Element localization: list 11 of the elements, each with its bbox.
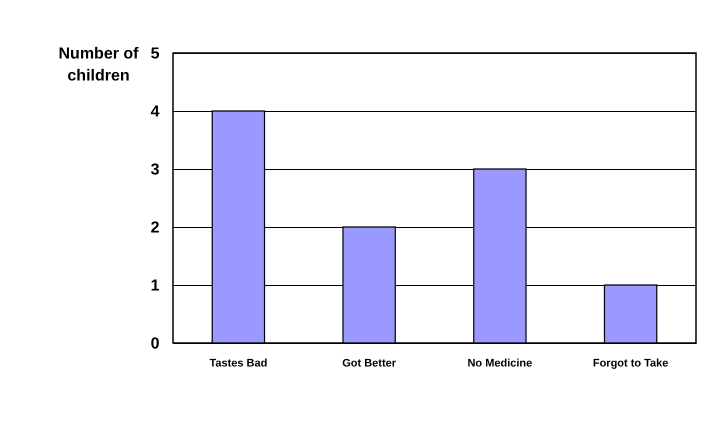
y-tick-label: 2 <box>150 220 160 236</box>
y-tick-label: 3 <box>150 162 160 178</box>
x-tick-label: Forgot to Take <box>592 358 668 370</box>
x-tick-label: No Medicine <box>467 358 532 370</box>
x-tick-label: Got Better <box>342 358 397 370</box>
y-tick-label: 5 <box>150 46 160 62</box>
y-axis-title: Number of children <box>58 46 140 84</box>
y-tick-label: 1 <box>150 278 160 294</box>
y-tick-label: 0 <box>150 336 160 352</box>
x-tick-label: Tastes Bad <box>209 358 268 370</box>
y-tick-label: 4 <box>150 104 160 120</box>
